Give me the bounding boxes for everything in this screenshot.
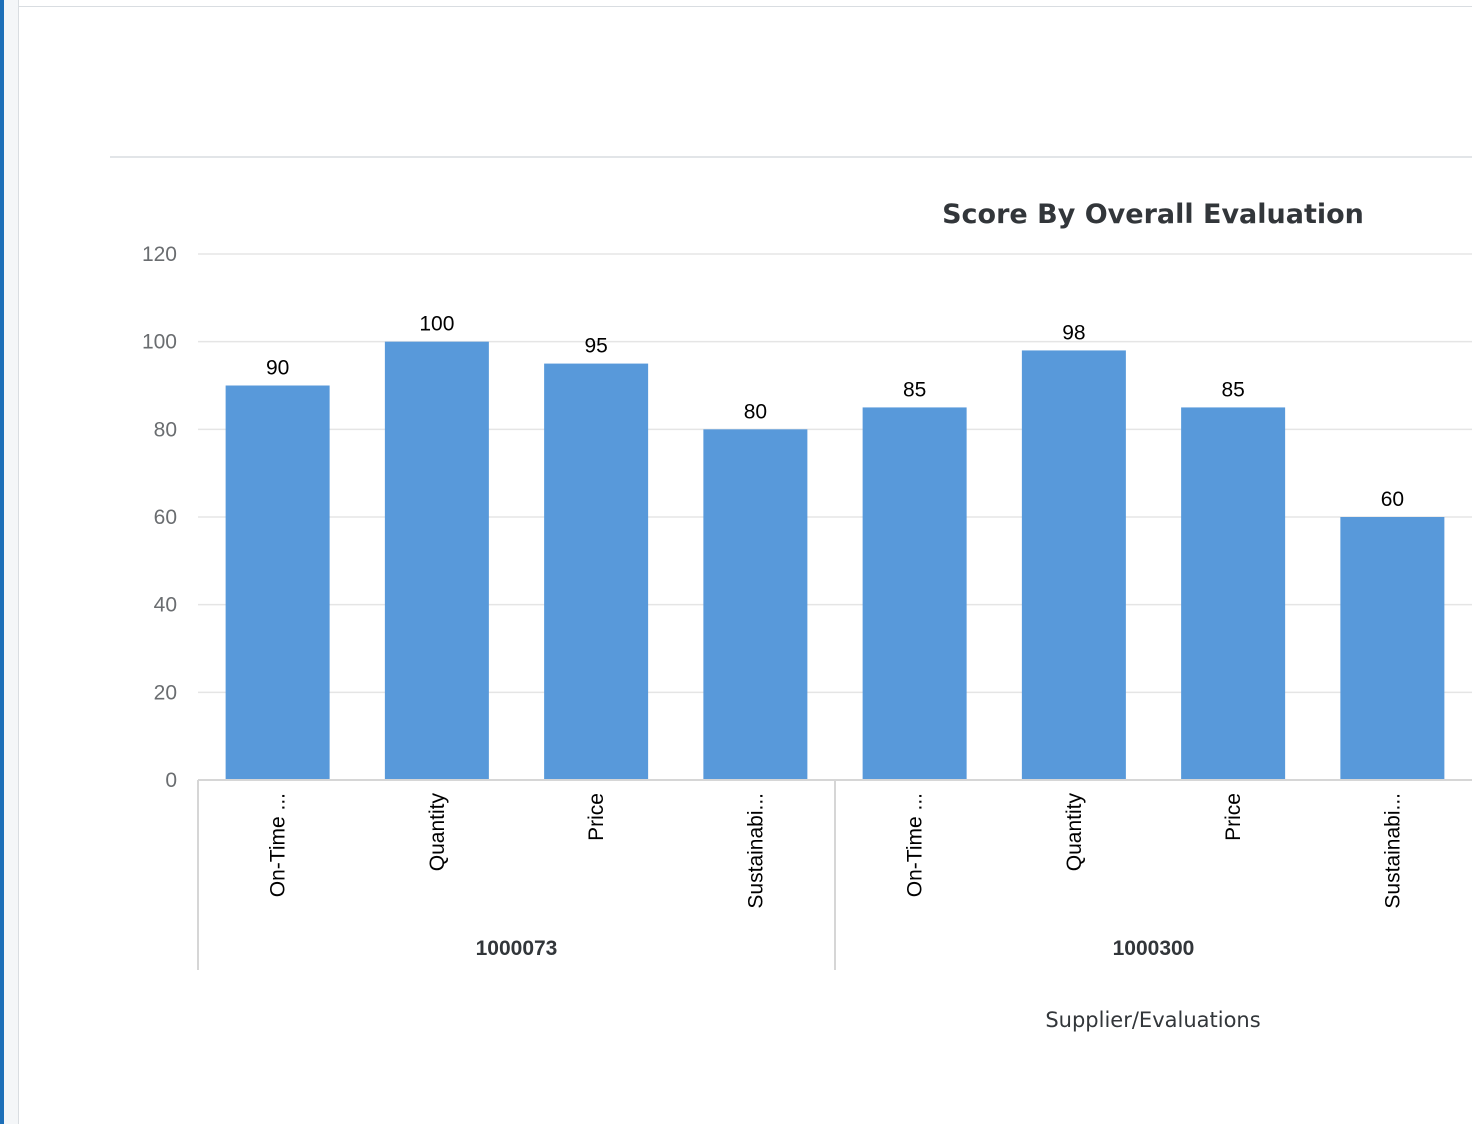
bar[interactable] [1021, 350, 1126, 780]
y-tick-label: 80 [154, 418, 177, 441]
chart-title: Score By Overall Evaluation [942, 199, 1364, 230]
category-label: On-Time ... [267, 793, 290, 897]
y-tick-label: 20 [154, 681, 177, 704]
bar[interactable] [384, 341, 489, 780]
data-label: 60 [1381, 488, 1404, 511]
bar[interactable] [225, 385, 330, 781]
category-label: Quantity [426, 793, 449, 872]
data-label: 95 [584, 335, 607, 358]
data-labels: 90 100 95 80 85 98 85 60 [266, 313, 1404, 511]
group-label: 1000300 [1113, 937, 1195, 960]
category-label: Sustainabi... [744, 793, 767, 909]
category-label: On-Time ... [904, 793, 927, 897]
bar[interactable] [1340, 517, 1445, 780]
y-tick-label: 120 [142, 243, 177, 266]
y-tick-label: 60 [154, 506, 177, 529]
data-label: 90 [266, 357, 289, 380]
left-panel-edge [4, 0, 19, 1124]
header-divider [110, 156, 1472, 158]
data-label: 98 [1062, 321, 1085, 344]
data-label: 80 [744, 400, 767, 423]
y-tick-label: 100 [142, 331, 177, 354]
left-accent-bar [0, 0, 4, 1124]
y-axis-ticks: 0 20 40 60 80 100 120 [142, 243, 177, 792]
bar[interactable] [544, 363, 649, 780]
y-tick-label: 40 [154, 594, 177, 617]
bar[interactable] [1181, 407, 1286, 780]
category-label: Price [1222, 793, 1245, 841]
data-label: 85 [903, 378, 926, 401]
data-label: 100 [419, 313, 454, 336]
data-label: 85 [1221, 378, 1244, 401]
category-label: Quantity [1063, 793, 1086, 872]
bar[interactable] [703, 429, 808, 780]
category-label: Price [585, 793, 608, 841]
x-axis-title: Supplier/Evaluations [1045, 1008, 1260, 1032]
bar[interactable] [862, 407, 967, 780]
bars [225, 341, 1445, 781]
x-axis: On-Time ... Quantity Price Sustainabi... 100… [197, 779, 1472, 970]
y-tick-label: 0 [165, 769, 177, 792]
category-label: Sustainabi... [1381, 793, 1404, 909]
group-label: 1000073 [476, 937, 558, 960]
